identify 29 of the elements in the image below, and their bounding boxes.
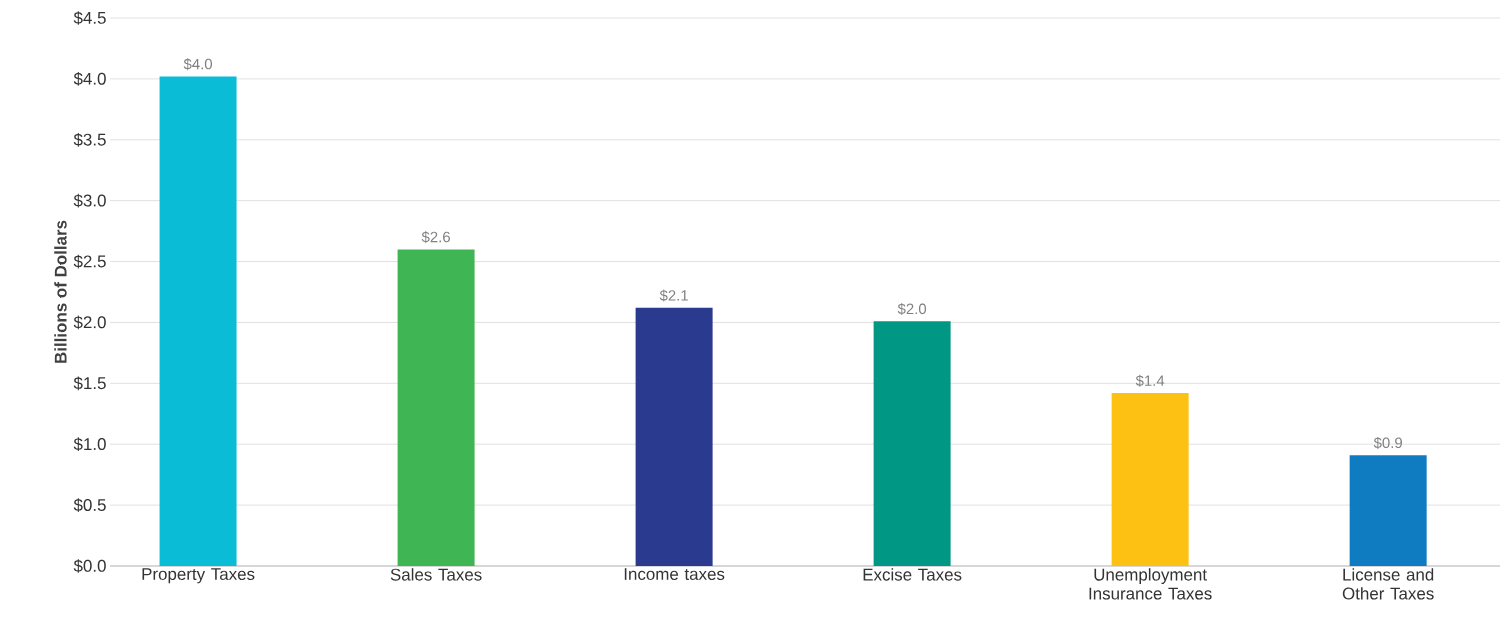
y-tick-label: $4.0	[73, 72, 106, 86]
y-tick-label: $1.0	[73, 437, 106, 452]
y-tick-label: $0.5	[73, 498, 106, 512]
y-tick-label: $3.5	[73, 132, 106, 147]
bar	[635, 307, 713, 566]
x-tick-label: License and Other Taxes	[1342, 568, 1434, 600]
bar	[159, 76, 237, 566]
y-tick-label: $2.0	[73, 315, 106, 330]
bar	[1111, 393, 1189, 566]
bar	[873, 321, 951, 566]
x-tick-label: Property Taxes	[142, 568, 255, 584]
x-tick-label: Unemployment Insurance Taxes	[1089, 568, 1212, 600]
data-label: $0.9	[1373, 436, 1402, 449]
y-tick-label: $1.5	[73, 376, 106, 391]
data-label: $1.4	[1135, 374, 1165, 387]
x-tick-label: Sales Taxes	[390, 568, 482, 581]
y-tick-label: $3.0	[73, 193, 106, 208]
x-tick-label: Excise Taxes	[863, 568, 962, 581]
data-label: $2.1	[659, 289, 688, 302]
bar	[1349, 455, 1427, 566]
y-tick-label: $2.5	[73, 254, 106, 269]
x-tick-label: Income taxes	[624, 568, 725, 581]
y-tick-label: $0.0	[73, 559, 106, 573]
y-axis-title: Billions of Dollars	[54, 220, 67, 363]
data-label: $2.0	[897, 302, 927, 316]
data-label: $4.0	[183, 58, 213, 71]
bar	[397, 249, 475, 566]
y-tick-label: $4.5	[73, 11, 106, 25]
data-label: $2.6	[421, 231, 450, 244]
